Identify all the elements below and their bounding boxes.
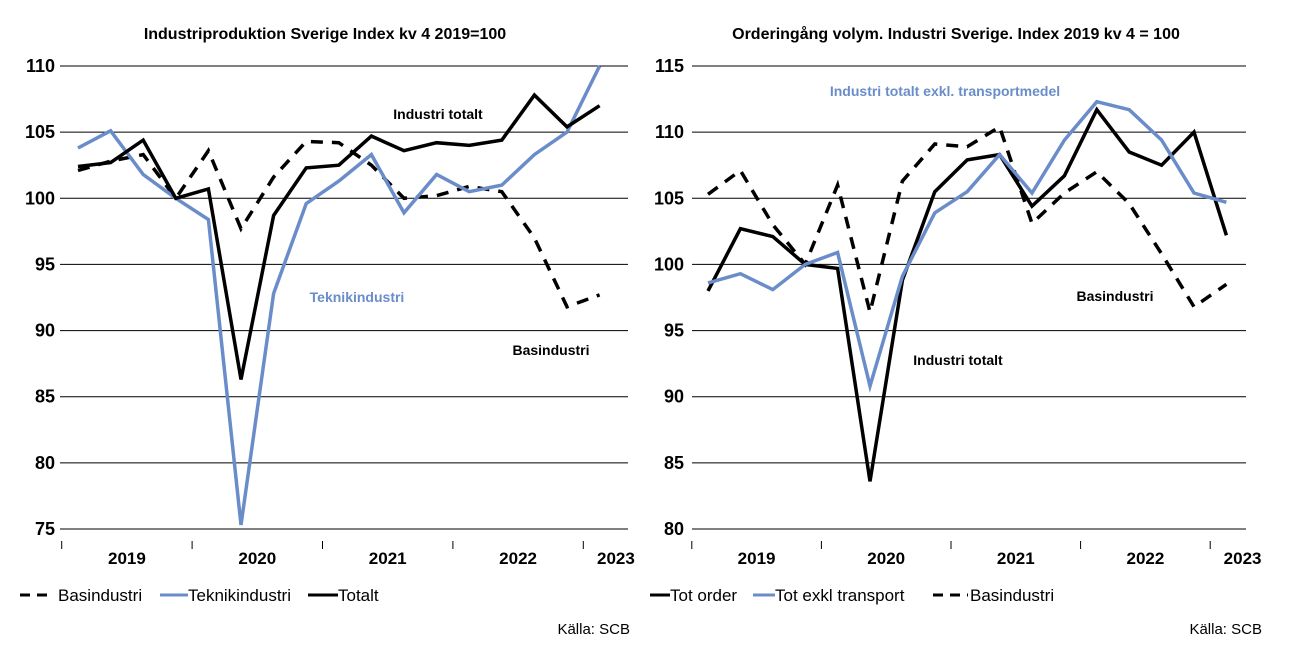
- legend-label: Basindustri: [970, 586, 1054, 605]
- x-tick-label: 2020: [238, 549, 276, 568]
- y-tick-label: 95: [664, 321, 684, 341]
- x-tick-label: 2019: [108, 549, 146, 568]
- legend-item-teknikindustri: Teknikindustri: [160, 586, 291, 605]
- y-tick-label: 115: [655, 56, 684, 76]
- annotation-basindustri: Basindustri: [1076, 288, 1153, 304]
- legend-label: Teknikindustri: [188, 586, 291, 605]
- x-axis: 2019 2020 2021 2022 2023: [691, 541, 1262, 568]
- x-tick-label: 2022: [499, 549, 537, 568]
- legend-label: Totalt: [338, 586, 379, 605]
- y-tick-label: 80: [35, 453, 55, 473]
- x-tick-label: 2022: [1126, 549, 1164, 568]
- y-tick-label: 105: [25, 122, 55, 142]
- series-line-tot-order: [706, 106, 1229, 482]
- y-tick-label: 80: [664, 519, 684, 539]
- legend-item-basindustri: Basindustri: [933, 586, 1054, 605]
- chart-order-intake: Orderingång volym. Industri Sverige. Ind…: [650, 25, 1262, 638]
- y-tick-label: 105: [654, 188, 684, 208]
- legend-item-basindustri: Basindustri: [20, 586, 142, 605]
- chart-title: Orderingång volym. Industri Sverige. Ind…: [732, 25, 1180, 43]
- legend: Tot order Tot exkl transport Basindustri: [650, 586, 1054, 605]
- series-line-totalt: [77, 92, 601, 380]
- x-tick-label: 2023: [1224, 549, 1262, 568]
- y-tick-label: 100: [654, 254, 684, 274]
- legend-item-totalt: Totalt: [308, 586, 379, 605]
- y-axis-ticks: 75 80 85 90 95 100 105 110: [25, 56, 55, 539]
- annotation-teknikindustri: Teknikindustri: [310, 289, 405, 305]
- annotation-industri-exkl-transport: Industri totalt exkl. transportmedel: [830, 83, 1060, 99]
- series-line-teknikindustri: [77, 65, 602, 526]
- y-tick-label: 85: [664, 453, 684, 473]
- x-tick-label: 2020: [867, 549, 905, 568]
- chart-industrial-production: Industriproduktion Sverige Index kv 4 20…: [20, 26, 635, 638]
- source-label: Källa: SCB: [557, 621, 630, 638]
- annotation-industri-totalt: Industri totalt: [393, 106, 483, 122]
- series-lines: [706, 99, 1229, 482]
- gridlines: [60, 65, 628, 530]
- y-tick-label: 110: [26, 56, 55, 76]
- legend-item-tot-exkl-transport: Tot exkl transport: [753, 586, 905, 605]
- legend-label: Tot order: [670, 586, 737, 605]
- y-tick-label: 95: [35, 254, 55, 274]
- y-tick-label: 90: [35, 321, 55, 341]
- x-tick-label: 2019: [738, 549, 776, 568]
- legend-item-tot-order: Tot order: [650, 586, 737, 605]
- x-tick-label: 2021: [997, 549, 1035, 568]
- y-tick-label: 100: [25, 188, 55, 208]
- legend: Basindustri Teknikindustri Totalt: [20, 586, 379, 605]
- annotation-basindustri: Basindustri: [512, 342, 589, 358]
- gridlines: [692, 65, 1246, 530]
- legend-label: Tot exkl transport: [775, 586, 905, 605]
- x-axis: 2019 2020 2021 2022 2023: [61, 541, 635, 568]
- series-line-basindustri: [77, 139, 601, 309]
- y-tick-label: 110: [655, 122, 684, 142]
- y-tick-label: 75: [35, 519, 55, 539]
- y-tick-label: 90: [664, 387, 684, 407]
- x-tick-label: 2021: [369, 549, 407, 568]
- legend-label: Basindustri: [58, 586, 142, 605]
- chart-title: Industriproduktion Sverige Index kv 4 20…: [144, 26, 506, 43]
- source-label: Källa: SCB: [1189, 621, 1262, 638]
- series-line-tot-exkl-transport: [707, 99, 1227, 393]
- series-lines: [77, 65, 602, 526]
- series-line-basindustri: [706, 124, 1228, 313]
- annotation-industri-totalt: Industri totalt: [913, 352, 1003, 368]
- y-tick-label: 85: [35, 387, 55, 407]
- y-axis-ticks: 80 85 90 95 100 105 110 115: [654, 56, 684, 539]
- x-tick-label: 2023: [597, 549, 635, 568]
